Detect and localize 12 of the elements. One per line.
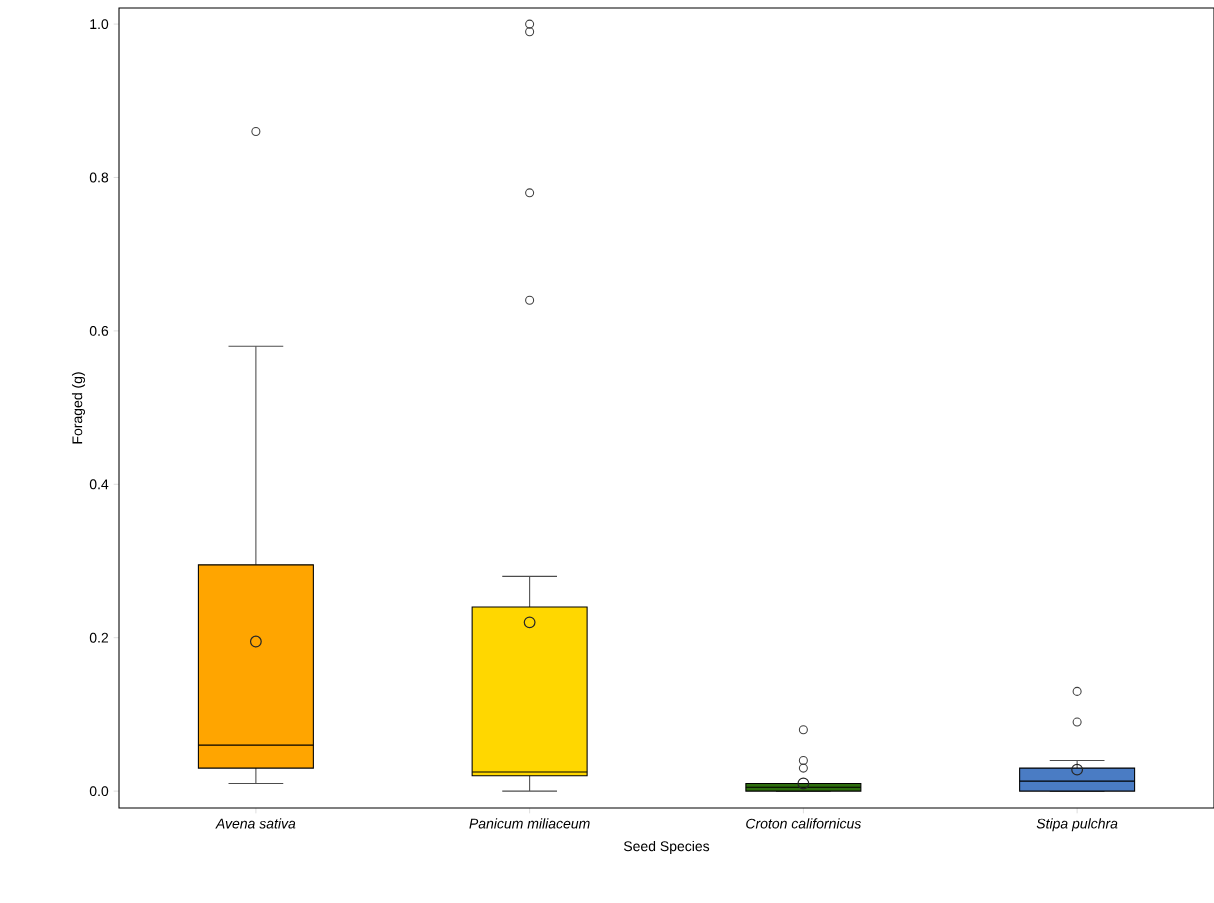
- y-tick-label: 0.8: [89, 172, 109, 183]
- y-tick-label: 0.2: [89, 632, 109, 643]
- x-tick-label: Avena sativa: [215, 818, 296, 829]
- x-tick-label: Stipa pulchra: [1036, 818, 1118, 832]
- x-axis-title: Seed Species: [623, 840, 710, 854]
- y-tick-label: 0.6: [89, 325, 109, 336]
- y-tick-label: 1.0: [90, 19, 109, 30]
- y-tick-label: 0.0: [89, 786, 109, 797]
- x-tick-label: Panicum miliaceum: [469, 818, 590, 829]
- x-tick-label: Croton californicus: [746, 818, 862, 829]
- y-axis-title: Foraged (g): [71, 372, 86, 444]
- y-tick-label: 0.4: [89, 479, 109, 490]
